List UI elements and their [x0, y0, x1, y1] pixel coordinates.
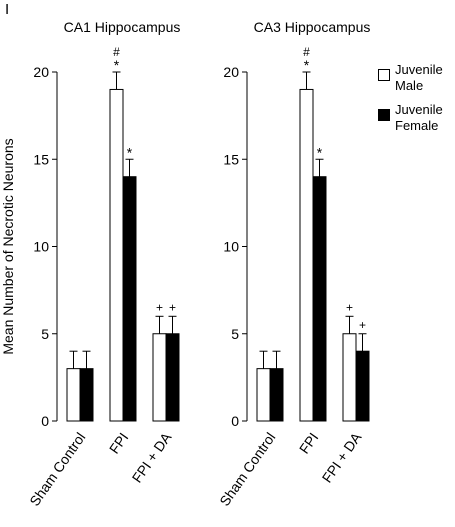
bar-ca3-hippocampus-sham-control-juvenile-male	[256, 368, 271, 422]
bar-ca3-hippocampus-fpi-da-juvenile-female	[355, 350, 370, 422]
legend-label-juvenile-male: Juvenile Male	[395, 62, 443, 93]
bar-ca1-hippocampus-fpi-da-juvenile-female	[165, 333, 180, 422]
bar-ca3-hippocampus-sham-control-juvenile-female	[269, 368, 284, 422]
significance-marker-ca3-hippocampus-fpi-juvenile-female-0: *	[317, 144, 323, 160]
x-tick-label-ca1-hippocampus-fpi: FPI	[106, 430, 132, 457]
bar-ca1-hippocampus-sham-control-juvenile-male	[66, 368, 81, 422]
x-tick-label-ca3-hippocampus-sham-control: Sham Control	[216, 430, 278, 509]
y-axis-label: Mean Number of Necrotic Neurons	[0, 138, 16, 354]
x-tick-label-ca1-hippocampus-fpi-da: FPI + DA	[129, 429, 175, 486]
y-tick-label-ca3-hippocampus-20: 20	[223, 64, 239, 80]
significance-marker-ca3-hippocampus-fpi-da-juvenile-female-0: +	[359, 318, 366, 332]
legend-item-juvenile-female: Juvenile Female	[378, 102, 455, 134]
y-tick-label-ca3-hippocampus-15: 15	[223, 151, 239, 167]
legend-label-juvenile-female: Juvenile Female	[395, 102, 443, 133]
significance-marker-ca1-hippocampus-fpi-da-juvenile-male-0: +	[156, 300, 163, 314]
legend-swatch-juvenile-male	[378, 69, 390, 81]
y-tick-label-ca1-hippocampus-15: 15	[33, 151, 49, 167]
significance-marker-ca1-hippocampus-fpi-da-juvenile-female-0: +	[169, 300, 176, 314]
x-tick-label-ca3-hippocampus-fpi: FPI	[296, 430, 322, 457]
significance-marker-ca1-hippocampus-fpi-juvenile-male-0: *	[114, 57, 120, 73]
chart-title-ca1-hippocampus: CA1 Hippocampus	[64, 19, 181, 35]
y-tick-label-ca1-hippocampus-10: 10	[33, 239, 49, 255]
x-tick-label-ca3-hippocampus-fpi-da: FPI + DA	[319, 429, 365, 486]
significance-marker-ca3-hippocampus-fpi-juvenile-male-0: *	[304, 57, 310, 73]
y-tick-label-ca1-hippocampus-0: 0	[41, 413, 49, 429]
legend-item-juvenile-male: Juvenile Male	[378, 62, 455, 94]
y-tick-label-ca1-hippocampus-5: 5	[41, 326, 49, 342]
chart-title-ca3-hippocampus: CA3 Hippocampus	[254, 19, 371, 35]
bar-ca1-hippocampus-sham-control-juvenile-female	[79, 368, 94, 422]
bar-ca3-hippocampus-fpi-da-juvenile-male	[342, 333, 357, 422]
y-tick-label-ca3-hippocampus-0: 0	[231, 413, 239, 429]
bar-ca1-hippocampus-fpi-da-juvenile-male	[152, 333, 167, 422]
bar-ca1-hippocampus-fpi-juvenile-male	[109, 88, 124, 422]
significance-marker-ca3-hippocampus-fpi-da-juvenile-male-0: +	[346, 300, 353, 314]
significance-marker-ca3-hippocampus-fpi-juvenile-male-1: #	[303, 45, 310, 59]
y-tick-label-ca1-hippocampus-20: 20	[33, 64, 49, 80]
significance-marker-ca1-hippocampus-fpi-juvenile-female-0: *	[127, 144, 133, 160]
panel-label: I	[5, 1, 10, 18]
legend-swatch-juvenile-female	[378, 109, 390, 121]
significance-marker-ca1-hippocampus-fpi-juvenile-male-1: #	[113, 45, 120, 59]
chart-legend: Juvenile Male Juvenile Female	[378, 62, 455, 142]
bar-ca1-hippocampus-fpi-juvenile-female	[122, 176, 137, 422]
y-tick-label-ca3-hippocampus-10: 10	[223, 239, 239, 255]
bar-ca3-hippocampus-fpi-juvenile-male	[299, 88, 314, 422]
x-tick-label-ca1-hippocampus-sham-control: Sham Control	[26, 430, 88, 509]
y-tick-label-ca3-hippocampus-5: 5	[231, 326, 239, 342]
bar-ca3-hippocampus-fpi-juvenile-female	[312, 176, 327, 422]
